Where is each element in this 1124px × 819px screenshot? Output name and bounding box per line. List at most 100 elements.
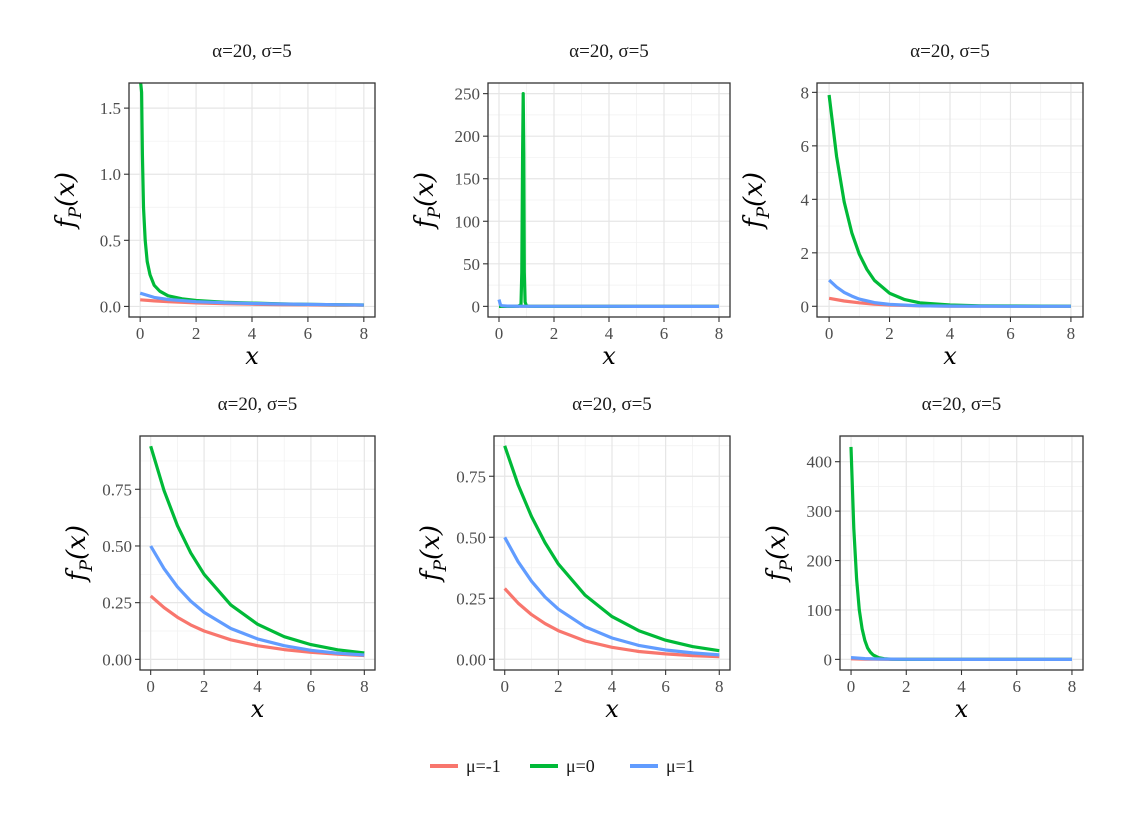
x-tick-label: 6 bbox=[307, 677, 316, 696]
series-line bbox=[497, 299, 719, 308]
series-line bbox=[828, 278, 1071, 308]
y-tick-label: 6 bbox=[801, 137, 810, 156]
panel-title: α=20, σ=5 bbox=[218, 394, 298, 415]
x-tick-label: 6 bbox=[1012, 677, 1021, 696]
x-tick-label: 6 bbox=[1006, 324, 1015, 343]
y-tick-label: 200 bbox=[807, 552, 833, 571]
y-axis-title: fP(x) bbox=[739, 172, 774, 230]
y-tick-label: 100 bbox=[455, 212, 481, 231]
y-axis-title: fP(x) bbox=[51, 172, 86, 230]
panel-title: α=20, σ=5 bbox=[212, 41, 292, 62]
x-tick-label: 8 bbox=[1068, 677, 1077, 696]
series-lines bbox=[139, 83, 364, 307]
panel-5: 0 2 4 6 8 0.00 0.25 0.50 0.75 α=20, σ=5 x fP(x) bbox=[416, 394, 731, 723]
x-tick-label: 4 bbox=[253, 677, 262, 696]
panel-6: 0 2 4 6 8 0 100 200 300 400 α=20, σ=5 x fP(x) bbox=[762, 394, 1084, 723]
y-axis-title: fP(x) bbox=[762, 525, 797, 583]
x-tick-label: 0 bbox=[847, 677, 856, 696]
gridlines bbox=[140, 436, 375, 670]
panel-3: 0 2 4 6 8 0 2 4 6 8 α=20, σ=5 x fP(x) bbox=[739, 41, 1084, 370]
series-lines bbox=[149, 445, 365, 658]
legend-label-mu-1: μ=1 bbox=[666, 756, 695, 776]
x-axis-title: x bbox=[955, 695, 969, 723]
series-line bbox=[503, 587, 720, 659]
series-line bbox=[149, 545, 365, 657]
y-tick-label: 0.75 bbox=[456, 467, 486, 486]
legend-label-mu-minus-1: μ=-1 bbox=[466, 756, 501, 776]
x-tick-label: 4 bbox=[957, 677, 966, 696]
y-axis-title: fP(x) bbox=[416, 525, 451, 583]
x-tick-label: 2 bbox=[200, 677, 209, 696]
panel-title: α=20, σ=5 bbox=[910, 41, 990, 62]
x-tick-label: 6 bbox=[661, 677, 670, 696]
x-tick-label: 8 bbox=[1067, 324, 1076, 343]
x-tick-label: 8 bbox=[360, 324, 369, 343]
gridlines bbox=[494, 436, 730, 670]
y-tick-label: 0.00 bbox=[456, 650, 486, 669]
y-tick-label: 0.25 bbox=[456, 589, 486, 608]
x-tick-label: 6 bbox=[304, 324, 313, 343]
y-tick-label: 0.50 bbox=[456, 528, 486, 547]
series-lines bbox=[497, 91, 719, 308]
panel-2: 0 2 4 6 8 0 50 100 150 200 250 α=20, σ=5 x fP(x) bbox=[410, 41, 731, 370]
x-axis-title: x bbox=[245, 342, 259, 370]
x-tick-label: 0 bbox=[500, 677, 509, 696]
y-tick-label: 0.5 bbox=[100, 231, 121, 250]
x-tick-label: 0 bbox=[136, 324, 145, 343]
x-tick-label: 0 bbox=[495, 324, 504, 343]
x-axis-title: x bbox=[602, 342, 616, 370]
x-tick-label: 2 bbox=[554, 677, 563, 696]
chart-legend: μ=-1 μ=0 μ=1 bbox=[430, 756, 695, 776]
panel-4: 0 2 4 6 8 0.00 0.25 0.50 0.75 α=20, σ=5 x fP(x) bbox=[62, 394, 376, 723]
y-tick-label: 150 bbox=[455, 170, 481, 189]
series-lines bbox=[849, 446, 1072, 662]
y-tick-label: 0.25 bbox=[102, 594, 132, 613]
x-tick-label: 8 bbox=[715, 324, 724, 343]
series-line bbox=[850, 656, 1072, 662]
y-tick-label: 100 bbox=[807, 601, 833, 620]
x-tick-label: 4 bbox=[605, 324, 614, 343]
y-tick-label: 0.0 bbox=[100, 297, 121, 316]
series-lines bbox=[503, 445, 720, 659]
x-axis-title: x bbox=[251, 695, 265, 723]
panel-title: α=20, σ=5 bbox=[922, 394, 1002, 415]
y-tick-label: 50 bbox=[463, 255, 480, 274]
x-tick-label: 4 bbox=[608, 677, 617, 696]
panel-title: α=20, σ=5 bbox=[572, 394, 652, 415]
y-tick-label: 0.50 bbox=[102, 537, 132, 556]
gridlines bbox=[129, 83, 375, 317]
y-tick-label: 0 bbox=[801, 297, 810, 316]
x-tick-label: 8 bbox=[360, 677, 369, 696]
series-line bbox=[503, 536, 720, 657]
panel-1: 0 2 4 6 8 0.0 0.5 1.0 1.5 α=20, σ=5 x fP(x) bbox=[51, 41, 376, 370]
chart-panels: 0 2 4 6 8 0.0 0.5 1.0 1.5 α=20, σ=5 x fP(x) 0 2 4 6 8 0 50… bbox=[51, 41, 1084, 723]
y-tick-label: 400 bbox=[807, 453, 833, 472]
x-tick-label: 2 bbox=[885, 324, 894, 343]
y-axis-title: fP(x) bbox=[62, 525, 97, 583]
x-axis-title: x bbox=[605, 695, 619, 723]
x-tick-label: 4 bbox=[946, 324, 955, 343]
panel-title: α=20, σ=5 bbox=[569, 41, 649, 62]
y-tick-label: 8 bbox=[801, 83, 810, 102]
y-tick-label: 0 bbox=[824, 650, 833, 669]
x-tick-label: 2 bbox=[192, 324, 201, 343]
x-tick-label: 0 bbox=[146, 677, 155, 696]
y-tick-label: 0.75 bbox=[102, 480, 132, 499]
x-tick-label: 2 bbox=[902, 677, 911, 696]
series-line bbox=[149, 445, 365, 655]
x-tick-label: 2 bbox=[550, 324, 559, 343]
y-tick-label: 200 bbox=[455, 127, 481, 146]
x-axis-title: x bbox=[943, 342, 957, 370]
y-tick-label: 0 bbox=[472, 297, 481, 316]
y-tick-label: 4 bbox=[801, 190, 810, 209]
y-tick-label: 1.5 bbox=[100, 99, 121, 118]
y-tick-label: 1.0 bbox=[100, 165, 121, 184]
y-tick-label: 300 bbox=[807, 502, 833, 521]
series-lines bbox=[827, 94, 1071, 308]
legend-label-mu-0: μ=0 bbox=[566, 756, 595, 776]
y-axis-title: fP(x) bbox=[410, 172, 445, 230]
x-tick-label: 8 bbox=[715, 677, 724, 696]
x-tick-label: 0 bbox=[825, 324, 834, 343]
series-line bbox=[149, 594, 365, 658]
